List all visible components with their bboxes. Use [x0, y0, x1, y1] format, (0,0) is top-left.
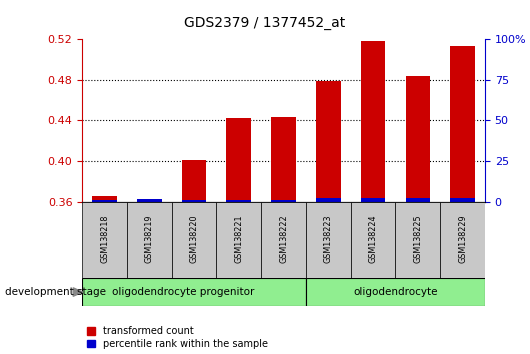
Text: GSM138221: GSM138221	[234, 214, 243, 263]
Text: GSM138219: GSM138219	[145, 214, 154, 263]
Legend: transformed count, percentile rank within the sample: transformed count, percentile rank withi…	[87, 326, 268, 349]
Bar	[182, 160, 206, 202]
Bar	[316, 198, 341, 202]
Bar	[450, 198, 475, 202]
Text: GSM138229: GSM138229	[458, 214, 467, 263]
Bar	[271, 200, 296, 202]
Bar	[182, 200, 206, 202]
Bar	[172, 202, 216, 278]
Bar	[361, 41, 385, 202]
Bar	[440, 202, 485, 278]
Text: oligodendrocyte progenitor: oligodendrocyte progenitor	[112, 287, 254, 297]
Bar	[137, 199, 162, 202]
Bar	[82, 278, 306, 306]
Text: GSM138225: GSM138225	[413, 214, 422, 263]
Bar	[226, 200, 251, 202]
Bar	[450, 46, 475, 202]
Text: GSM138220: GSM138220	[190, 214, 199, 263]
Bar	[216, 202, 261, 278]
Bar	[405, 76, 430, 202]
Text: GSM138223: GSM138223	[324, 214, 333, 263]
Text: GSM138222: GSM138222	[279, 214, 288, 263]
Bar	[306, 278, 485, 306]
Text: GDS2379 / 1377452_at: GDS2379 / 1377452_at	[184, 16, 346, 30]
Bar	[351, 202, 395, 278]
Bar	[261, 202, 306, 278]
Bar	[226, 118, 251, 202]
Bar	[137, 201, 162, 202]
Text: development stage: development stage	[5, 287, 107, 297]
Bar	[306, 202, 351, 278]
Bar	[127, 202, 172, 278]
Text: GSM138218: GSM138218	[100, 214, 109, 263]
Bar	[82, 202, 127, 278]
Text: GSM138224: GSM138224	[368, 214, 377, 263]
Bar	[92, 196, 117, 202]
Bar	[361, 198, 385, 202]
Text: oligodendrocyte: oligodendrocyte	[353, 287, 438, 297]
Bar	[395, 202, 440, 278]
Bar	[316, 81, 341, 202]
Bar	[405, 198, 430, 202]
Bar	[92, 200, 117, 202]
Bar	[271, 117, 296, 202]
